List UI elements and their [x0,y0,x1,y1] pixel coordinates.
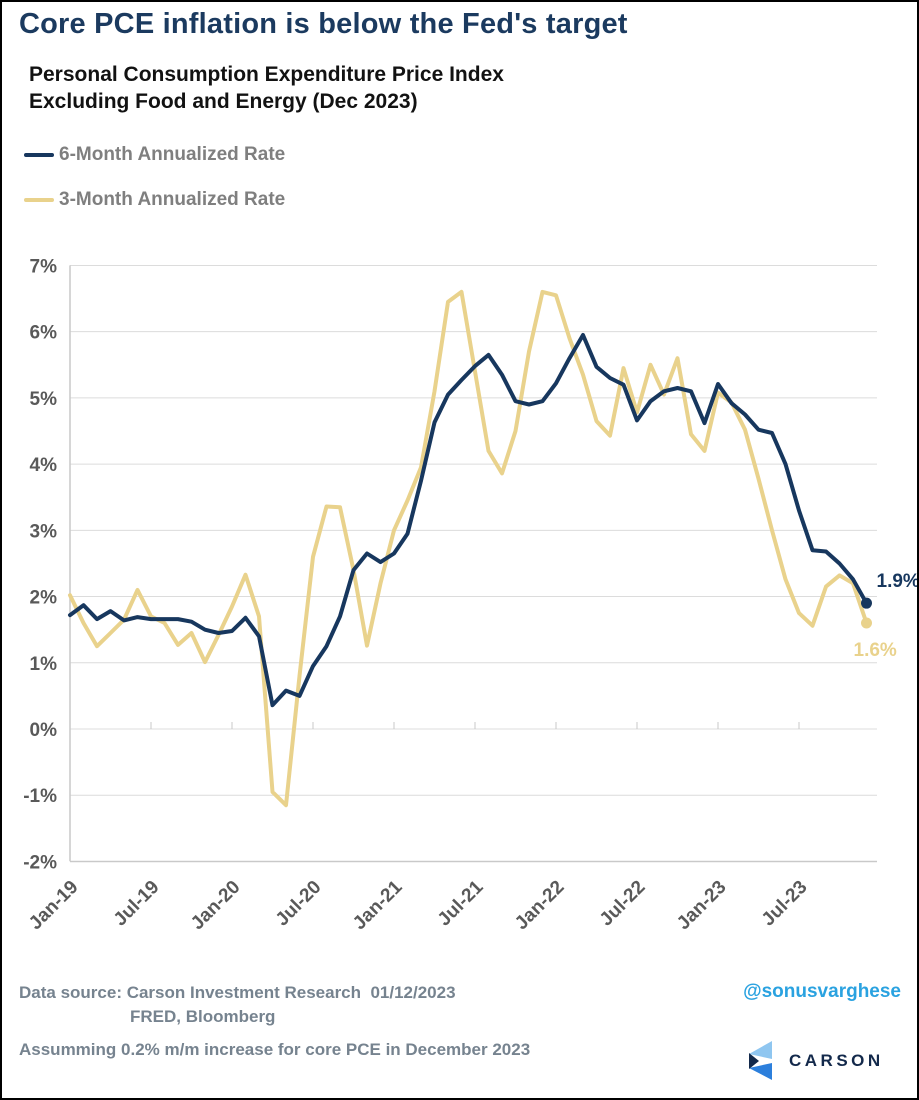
series-line-3-month [68,289,869,808]
x-axis-label: Jan-20 [187,877,244,934]
legend-swatch-navy [24,153,54,157]
x-axis-label: Jul-20 [272,877,326,931]
twitter-handle[interactable]: @sonusvarghese [743,981,901,1002]
x-axis-label: Jan-22 [511,877,568,934]
legend-item-3-month: 3-Month Annualized Rate [24,189,285,211]
x-axis-label: Jan-23 [673,877,730,934]
series-end-dot [861,617,872,629]
assumption-note: Assumming 0.2% m/m increase for core PCE… [19,1040,531,1059]
y-axis-label: 6% [30,323,58,344]
legend-item-6-month: 6-Month Annualized Rate [24,144,285,166]
chart-subtitle: Personal Consumption Expenditure Price I… [29,61,504,115]
chart-subtitle-line1: Personal Consumption Expenditure Price I… [29,63,504,86]
y-axis-label: 2% [30,588,58,609]
series-line-6-month [68,333,869,708]
legend-label-6-month: 6-Month Annualized Rate [59,144,286,165]
y-axis-label: -2% [23,852,57,873]
legend-label-3-month: 3-Month Annualized Rate [59,189,286,210]
carson-logo-icon [749,1041,772,1080]
y-axis-label: 5% [30,389,58,410]
y-axis-label: 4% [30,455,58,476]
x-axis-label: Jan-19 [25,877,82,934]
page-title: Core PCE inflation is below the Fed's ta… [19,8,628,40]
carson-logo: CARSON [747,1040,884,1082]
legend-swatch-tan [24,198,54,202]
x-axis-label: Jul-19 [110,877,164,931]
data-source-line1: Data source: Carson Investment Research … [19,983,456,1002]
y-axis-label: 7% [30,256,58,277]
y-axis-label: 0% [30,720,58,741]
x-axis-label: Jul-22 [596,877,650,931]
y-axis-label: 3% [30,521,58,542]
series-end-label: 1.9% [877,571,919,592]
x-axis-label: Jul-23 [758,877,812,931]
x-axis-label: Jul-21 [434,876,488,930]
y-axis-label: 1% [30,654,58,675]
x-axis-label: Jan-21 [349,876,407,934]
data-source-line2: FRED, Bloomberg [130,1007,276,1026]
carson-logo-text: CARSON [789,1051,884,1070]
series-end-dot [861,597,872,609]
series-end-label: 1.6% [854,640,897,661]
chart-subtitle-line2: Excluding Food and Energy (Dec 2023) [29,90,418,113]
y-axis-label: -1% [23,786,57,807]
